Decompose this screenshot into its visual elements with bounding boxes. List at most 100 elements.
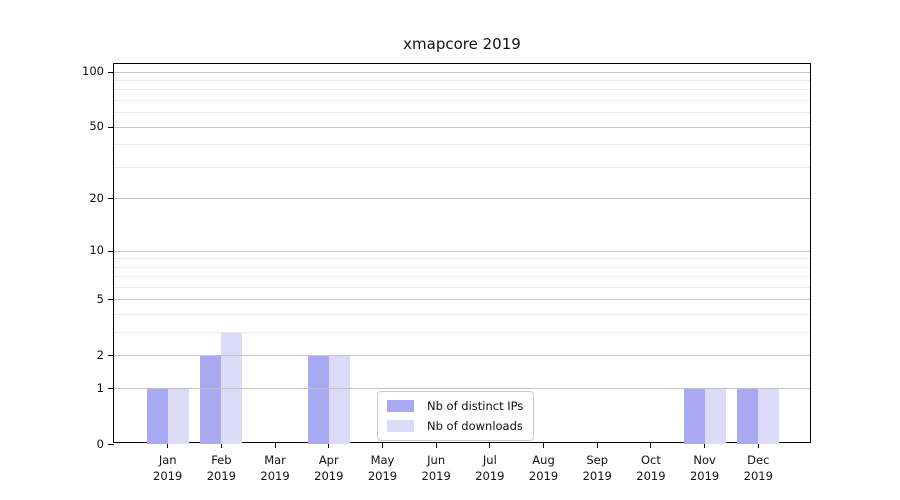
bar-downloads bbox=[167, 388, 189, 444]
y-tick-mark bbox=[108, 198, 114, 200]
x-tick-mark bbox=[489, 443, 491, 448]
x-tick-label-line: 2019 bbox=[582, 469, 612, 483]
x-tick-label: Mar 2019 bbox=[239, 452, 311, 484]
gridline-minor bbox=[114, 100, 810, 102]
gridline-minor bbox=[114, 166, 810, 168]
x-tick-label-line: Dec bbox=[747, 453, 770, 467]
bar-distinct-ips bbox=[683, 388, 705, 444]
x-tick-mark bbox=[435, 443, 437, 448]
y-tick-mark bbox=[108, 71, 114, 73]
plot-area: Nb of distinct IPs Nb of downloads 0 1 2 5 1… bbox=[82, 63, 811, 483]
gridline-major bbox=[114, 198, 810, 200]
bar-distinct-ips bbox=[200, 355, 222, 444]
x-tick-label-line: 2019 bbox=[475, 469, 505, 483]
x-tick-mark bbox=[757, 443, 759, 448]
bar-downloads bbox=[704, 388, 726, 444]
x-tick-mark bbox=[704, 443, 706, 448]
gridline-minor bbox=[114, 144, 810, 146]
x-tick-label: Nov 2019 bbox=[669, 452, 741, 484]
x-tick-label-line: Nov bbox=[693, 453, 716, 467]
x-tick-label: Aug 2019 bbox=[508, 452, 580, 484]
bar-distinct-ips bbox=[737, 388, 759, 444]
x-tick-label-line: 2019 bbox=[314, 469, 344, 483]
bar-downloads bbox=[328, 355, 350, 444]
x-tick-mark bbox=[543, 443, 545, 448]
gridline-minor bbox=[114, 286, 810, 288]
x-tick-mark bbox=[328, 443, 330, 448]
x-tick-label: Oct 2019 bbox=[615, 452, 687, 484]
x-tick-label-line: 2019 bbox=[421, 469, 451, 483]
gridline-major bbox=[114, 355, 810, 357]
legend-label-downloads: Nb of downloads bbox=[427, 419, 523, 433]
y-tick-label: 50 bbox=[89, 119, 104, 134]
y-tick-label: 2 bbox=[96, 347, 104, 362]
x-tick-mark bbox=[220, 443, 222, 448]
x-tick-label-line: Mar bbox=[264, 453, 286, 467]
x-tick-label-line: Jun bbox=[427, 453, 446, 467]
x-tick-label-line: 2019 bbox=[367, 469, 398, 483]
x-tick-mark bbox=[596, 443, 598, 448]
x-tick-mark bbox=[650, 443, 652, 448]
x-tick-label-line: Oct bbox=[640, 453, 661, 467]
y-tick-mark bbox=[108, 388, 114, 390]
x-tick-label-line: 2019 bbox=[260, 469, 290, 483]
gridline-major bbox=[114, 71, 810, 73]
y-tick-mark bbox=[108, 126, 114, 128]
x-tick-label-line: May bbox=[370, 453, 395, 467]
gridline-minor bbox=[114, 112, 810, 114]
x-tick-label: Jun 2019 bbox=[400, 452, 472, 484]
x-tick-label-line: Jul bbox=[482, 453, 497, 467]
gridline-minor bbox=[114, 80, 810, 82]
x-tick-label-line: 2019 bbox=[528, 469, 559, 483]
x-tick-label: Jul 2019 bbox=[454, 452, 526, 484]
gridline-major bbox=[114, 388, 810, 390]
bar-downloads bbox=[758, 388, 780, 444]
x-tick-label-line: Sep bbox=[586, 453, 609, 467]
x-tick-label-line: Apr bbox=[318, 453, 339, 467]
legend-swatch-distinct-ips bbox=[387, 400, 414, 412]
gridline-minor bbox=[114, 332, 810, 334]
gridline-minor bbox=[114, 258, 810, 260]
y-tick-mark bbox=[108, 444, 114, 445]
x-tick-mark bbox=[167, 443, 169, 448]
x-tick-mark bbox=[274, 443, 276, 448]
x-tick-label: Feb 2019 bbox=[185, 452, 257, 484]
legend-item-downloads: Nb of downloads bbox=[387, 418, 523, 434]
y-tick-label: 100 bbox=[82, 64, 104, 79]
gridline-minor bbox=[114, 89, 810, 91]
x-tick-label-line: 2019 bbox=[636, 469, 666, 483]
x-tick-label-line: 2019 bbox=[153, 469, 183, 483]
gridline-minor bbox=[114, 266, 810, 268]
x-tick-label: May 2019 bbox=[346, 452, 418, 484]
chart-title: xmapcore 2019 bbox=[403, 35, 521, 53]
x-tick-label-line: Aug bbox=[532, 453, 555, 467]
legend-label-distinct-ips: Nb of distinct IPs bbox=[427, 399, 524, 413]
y-tick-label: 1 bbox=[96, 380, 104, 395]
x-tick-mark bbox=[381, 443, 383, 448]
gridline-major bbox=[114, 126, 810, 128]
gridline-minor bbox=[114, 276, 810, 278]
x-tick-label: Sep 2019 bbox=[561, 452, 633, 484]
legend-swatch-downloads bbox=[387, 420, 414, 432]
y-tick-mark bbox=[108, 355, 114, 357]
y-tick-mark bbox=[108, 299, 114, 301]
y-tick-label: 20 bbox=[89, 190, 104, 205]
bar-distinct-ips bbox=[307, 355, 329, 444]
x-tick-label: Apr 2019 bbox=[293, 452, 365, 484]
x-tick-label-line: 2019 bbox=[206, 469, 237, 483]
gridline-minor bbox=[114, 314, 810, 316]
bar-distinct-ips bbox=[146, 388, 168, 444]
x-tick-label-line: Feb bbox=[211, 453, 232, 467]
y-tick-label: 0 bbox=[96, 436, 104, 451]
x-tick-label: Dec 2019 bbox=[722, 452, 794, 484]
y-tick-mark bbox=[108, 250, 114, 252]
x-tick-label: Jan 2019 bbox=[132, 452, 204, 484]
gridline-major bbox=[114, 250, 810, 252]
x-tick-label-line: Jan bbox=[158, 453, 177, 467]
x-tick-label-line: 2019 bbox=[689, 469, 720, 483]
legend: Nb of distinct IPs Nb of downloads bbox=[377, 391, 535, 441]
x-tick-label-line: 2019 bbox=[743, 469, 773, 483]
gridline-major bbox=[114, 299, 810, 301]
y-tick-label: 5 bbox=[96, 291, 104, 306]
